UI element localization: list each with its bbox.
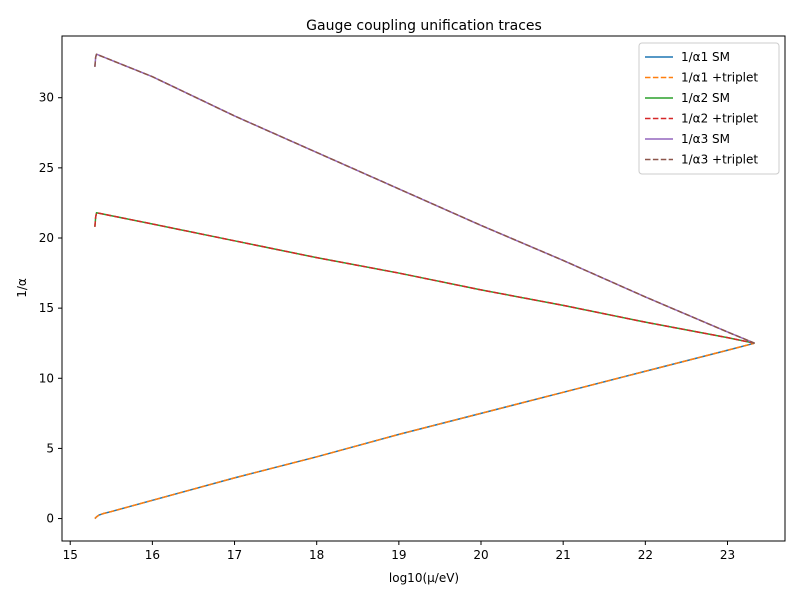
x-tick-label: 17 [227,548,242,562]
series-line-5 [94,53,755,344]
legend-entry: 1/α1 +triplet [681,71,758,85]
y-axis-label: 1/α [15,278,29,298]
x-tick-label: 15 [63,548,78,562]
legend-entry: 1/α3 +triplet [681,153,758,167]
plot-frame [61,35,786,542]
y-axis: 0 5 10 15 20 25 30 [39,91,62,526]
x-tick-label: 21 [556,548,571,562]
y-tick-label: 30 [39,91,54,105]
y-tick-label: 0 [46,512,54,526]
x-tick-label: 16 [145,548,160,562]
y-tick-label: 15 [39,301,54,315]
y-tick-label: 25 [39,161,54,175]
x-tick-label: 18 [309,548,324,562]
legend: 1/α1 SM 1/α1 +triplet 1/α2 SM 1/α2 +triplet… [638,42,780,175]
series-line-0 [94,342,755,520]
x-tick-label: 19 [391,548,406,562]
x-tick-label: 22 [638,548,653,562]
legend-entry: 1/α1 SM [681,50,730,64]
x-axis: 15 16 17 18 19 20 21 22 23 [63,541,735,562]
x-tick-label: 23 [720,548,735,562]
series-line-1 [94,342,755,520]
plot-lines [94,53,755,520]
y-tick-label: 10 [39,371,54,385]
series-line-3 [94,212,755,344]
y-tick-label: 5 [46,441,54,455]
legend-box [638,42,780,175]
x-axis-label: log10(μ/eV) [389,571,459,585]
legend-entry: 1/α3 SM [681,132,730,146]
legend-entry: 1/α2 +triplet [681,112,758,126]
y-tick-label: 20 [39,231,54,245]
x-tick-label: 20 [473,548,488,562]
chart-title: Gauge coupling unification traces [306,18,542,34]
legend-entry: 1/α2 SM [681,91,730,105]
